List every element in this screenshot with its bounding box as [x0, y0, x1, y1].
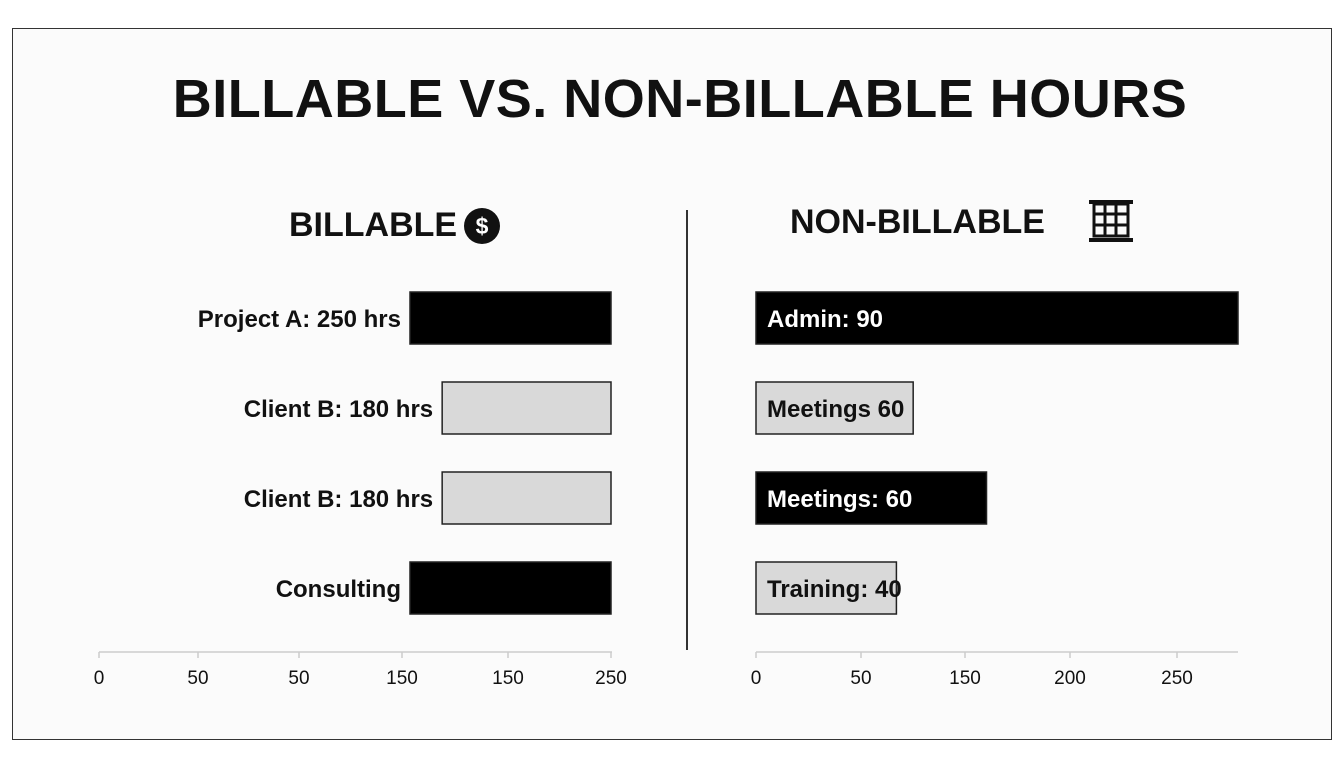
nonbillable-bar-label: Meetings 60	[767, 396, 904, 423]
nonbillable-x-tick-label: 200	[1054, 668, 1086, 689]
billable-panel-title: BILLABLE	[289, 206, 458, 244]
nonbillable-bar	[755, 561, 898, 615]
billable-bar-label: Project A: 250 hrs	[198, 306, 401, 333]
nonbillable-bar-label: Meetings: 60	[767, 486, 912, 513]
page-title: BILLABLE VS. NON-BILLABLE HOURS	[172, 69, 1188, 129]
billable-bar-label: Client B: 180 hrs	[244, 396, 433, 423]
nonbillable-bar	[755, 471, 988, 525]
nonbillable-bar	[755, 381, 914, 435]
panel-divider	[686, 210, 688, 650]
billable-bar	[441, 381, 612, 435]
dollar-glyph: $	[476, 213, 489, 239]
nonbillable-x-tick-label: 50	[850, 668, 871, 689]
billable-bar	[409, 561, 612, 615]
nonbillable-bar-label: Admin: 90	[767, 306, 883, 333]
billable-x-tick-label: 150	[492, 668, 524, 689]
billable-bar	[441, 471, 612, 525]
billable-x-tick-label: 0	[94, 668, 105, 689]
billable-bar	[409, 291, 612, 345]
nonbillable-bar-label: Training: 40	[767, 576, 902, 603]
chart-frame	[12, 28, 1332, 740]
office-building-icon	[1089, 200, 1133, 242]
nonbillable-bar	[755, 291, 1239, 345]
billable-x-tick-label: 50	[187, 668, 208, 689]
nonbillable-x-tick-label: 0	[751, 668, 762, 689]
dollar-coin-icon: $	[464, 208, 500, 244]
nonbillable-x-tick-label: 250	[1161, 668, 1193, 689]
nonbillable-x-tick-label: 150	[949, 668, 981, 689]
billable-bar-label: Consulting	[276, 576, 401, 603]
billable-x-tick-label: 250	[595, 668, 627, 689]
billable-x-tick-label: 50	[288, 668, 309, 689]
billable-x-tick-label: 150	[386, 668, 418, 689]
nonbillable-panel-title: NON-BILLABLE	[790, 203, 1045, 241]
billable-bar-label: Client B: 180 hrs	[244, 486, 433, 513]
